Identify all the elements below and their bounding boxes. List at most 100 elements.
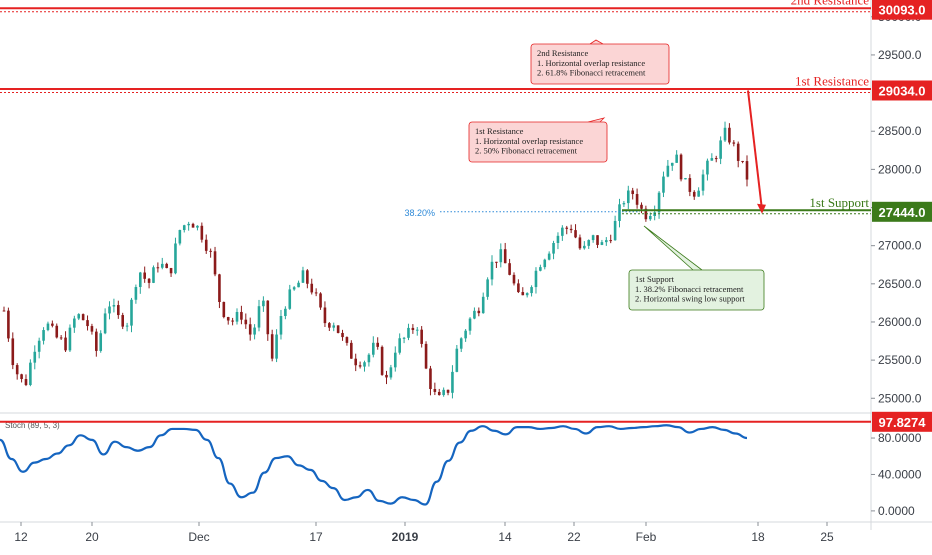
candle-body [600, 242, 604, 245]
candle-body [701, 174, 705, 191]
candle-body [402, 337, 406, 339]
candle-body [240, 311, 243, 320]
candle-body [68, 327, 72, 351]
candle-body [29, 362, 32, 385]
candle-body [288, 289, 292, 309]
price-tick-label: 26000.0 [878, 315, 922, 329]
candle-body [688, 178, 692, 192]
candle-body [495, 261, 498, 263]
price-tick-label: 29500.0 [878, 48, 922, 62]
candle-body [635, 194, 639, 205]
time-tick-label: 14 [498, 530, 512, 544]
candle-body [222, 302, 226, 318]
candle-body [345, 337, 349, 343]
stoch-tick-label: 80.0000 [878, 431, 922, 445]
time-tick-label: 25 [820, 530, 834, 544]
candle-body [108, 306, 111, 314]
candle-body [459, 338, 463, 349]
candle-body [644, 208, 648, 220]
candle-body [719, 140, 722, 159]
annotation-line: 2. 50% Fibonacci retracement [475, 146, 578, 156]
candle-body [191, 223, 195, 228]
annotation-line: 1. 38.2% Fibonacci retracement [635, 284, 744, 294]
candle-body [626, 190, 630, 204]
candle-body [323, 307, 327, 324]
candle-body [117, 305, 120, 316]
candle-body [156, 267, 160, 269]
candle-body [565, 227, 569, 229]
level-price-tag [872, 0, 932, 20]
candle-body [90, 326, 94, 332]
candle-body [736, 143, 740, 161]
time-tick-label: 12 [14, 530, 28, 544]
candle-body [415, 329, 419, 331]
candle-body [490, 261, 494, 280]
candle-body [389, 367, 393, 378]
candle-body [20, 374, 23, 380]
candle-body [262, 300, 265, 307]
annotation-title: 2nd Resistance [537, 48, 588, 58]
candle-body [138, 272, 142, 288]
level-price-label: 27444.0 [879, 205, 926, 220]
candle-body [81, 314, 85, 321]
stoch-axis: 0.0000 40.0000 80.0000 [871, 431, 922, 518]
candle-body [662, 176, 665, 193]
candle-body [248, 324, 252, 335]
candle-body [314, 292, 318, 294]
candle-body [218, 274, 221, 303]
candle-body [332, 325, 336, 328]
annotation-box [628, 269, 765, 311]
candle-body [328, 323, 331, 328]
candle-body [714, 158, 718, 160]
level-name: 1st Resistance [795, 73, 869, 88]
candle-body [51, 323, 54, 326]
candle-body [613, 220, 617, 241]
candle-body [213, 251, 217, 275]
candle-body [306, 270, 309, 284]
candle-body [310, 283, 314, 293]
level-1st-support: 1st Support 27444.0 [622, 195, 932, 222]
candle-body [178, 230, 182, 244]
candle-body [2, 310, 6, 312]
stoch-level-tag [872, 411, 932, 432]
annotation-line: 1. Horizontal overlap resistance [537, 58, 645, 68]
candle-body [231, 320, 234, 322]
stoch-tick-label: 40.0000 [878, 467, 922, 481]
candle-body [442, 389, 445, 396]
candle-body [372, 342, 375, 355]
candle-body [59, 337, 63, 339]
candle-body [33, 351, 37, 363]
candle-body [187, 223, 190, 226]
annotation-pointer [643, 225, 703, 271]
candle-body [292, 287, 296, 290]
candle-body [11, 338, 15, 366]
candle-body [125, 325, 129, 327]
candle-body [543, 259, 547, 268]
candle-body [411, 327, 415, 331]
candle-body [103, 313, 107, 334]
candle-body [226, 317, 230, 321]
candle-body [42, 330, 45, 341]
candle-body [169, 268, 173, 274]
candle-body [319, 293, 322, 308]
stoch-label: Stoch (89, 5, 3) [5, 421, 60, 430]
candle-body [152, 267, 155, 283]
candle-body [7, 310, 10, 339]
candle-body [569, 228, 573, 231]
candle-body [121, 315, 125, 327]
candle-body [451, 371, 454, 393]
level-price-tag [872, 201, 932, 222]
candle-body [512, 274, 516, 284]
annotation-title: 1st Support [635, 274, 675, 284]
candle-body [517, 283, 520, 293]
level-2nd-resistance: 2nd Resistance 30093.0 [0, 0, 932, 20]
candle-body [745, 161, 749, 180]
candle-body [556, 235, 560, 243]
stoch-level-label: 97.8274 [879, 415, 927, 430]
candle-body [275, 334, 278, 359]
stoch-line [0, 424, 748, 506]
candle-body [437, 391, 441, 396]
candle-body [99, 333, 103, 351]
